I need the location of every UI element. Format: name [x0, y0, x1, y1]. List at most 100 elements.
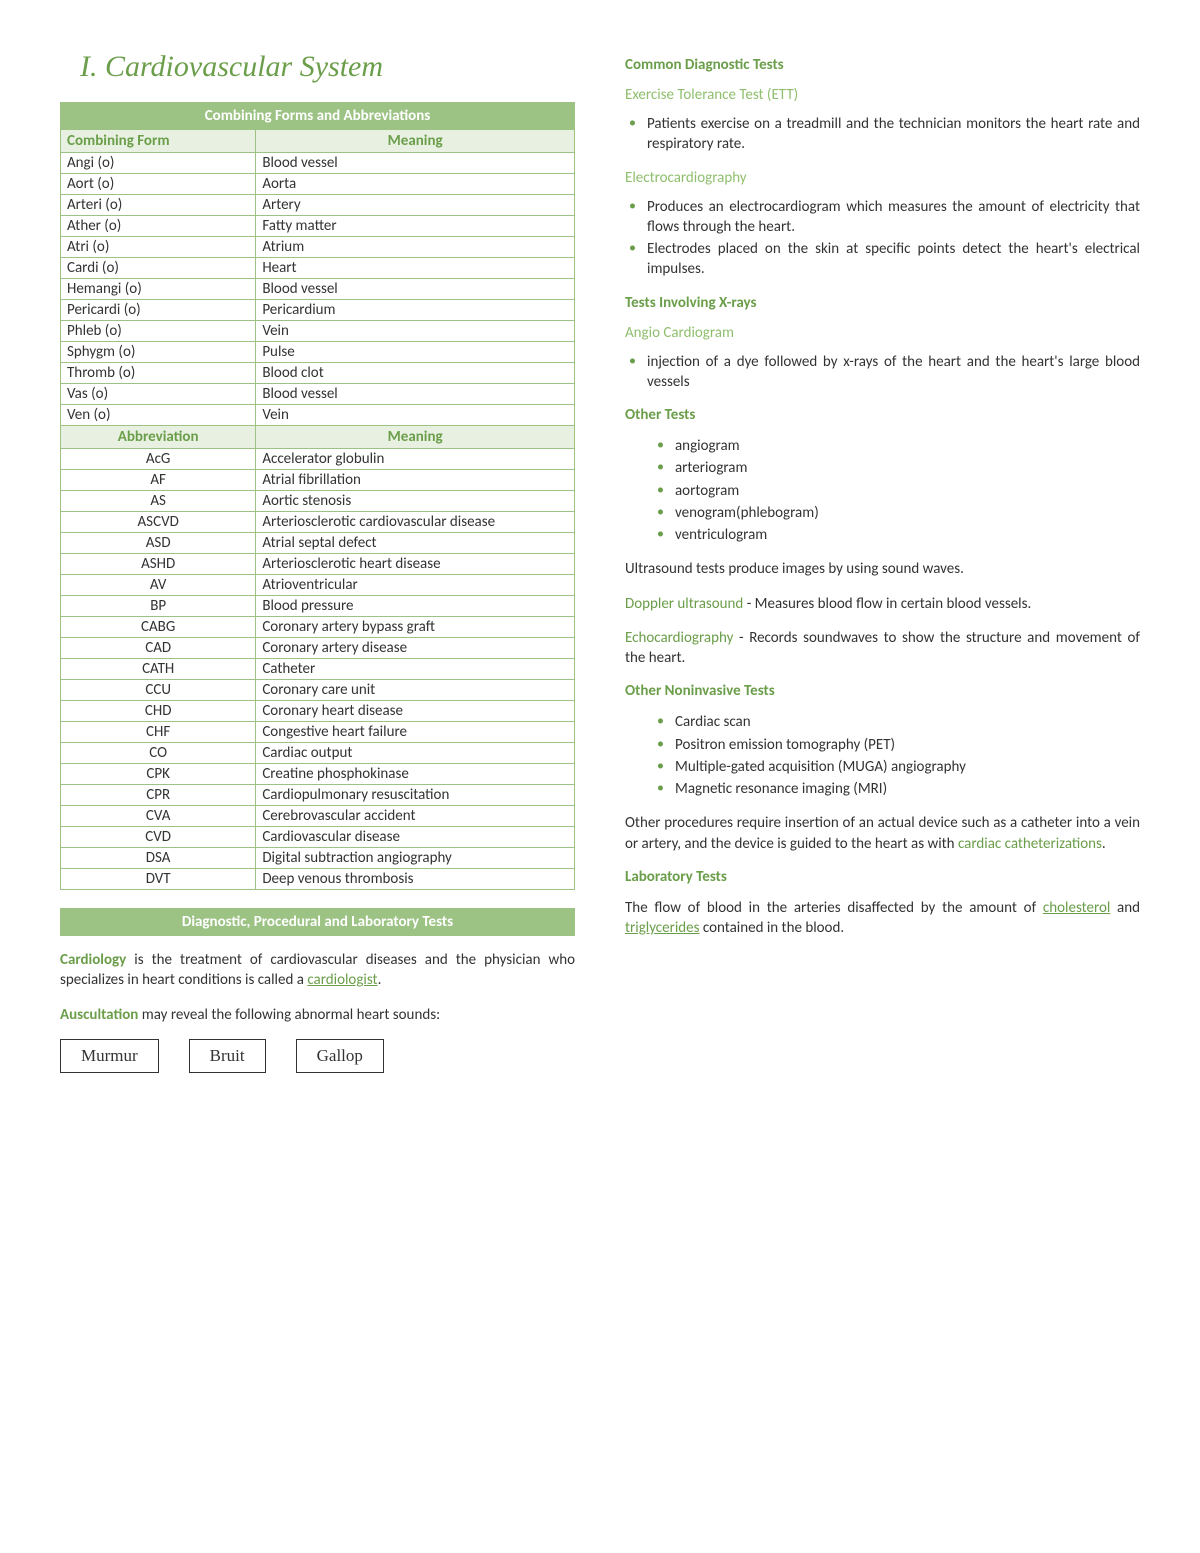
text: . [1102, 835, 1106, 853]
cell-form: Cardi (o) [61, 258, 256, 279]
cell-meaning: Vein [256, 321, 575, 342]
cell-abbr: AV [61, 575, 256, 596]
angio-list: injection of a dye followed by x-rays of… [625, 352, 1140, 393]
cell-meaning: Deep venous thrombosis [256, 869, 575, 890]
cell-form: Atri (o) [61, 237, 256, 258]
ultrasound-paragraph: Ultrasound tests produce images by using… [625, 559, 1140, 579]
table-row: DSADigital subtraction angiography [61, 848, 575, 869]
cell-abbr: CPR [61, 785, 256, 806]
cell-abbr: CHD [61, 701, 256, 722]
sound-box-murmur: Murmur [60, 1039, 159, 1073]
list-item: injection of a dye followed by x-rays of… [625, 352, 1140, 393]
cell-form: Ven (o) [61, 405, 256, 426]
heading-angio: Angio Cardiogram [625, 324, 1140, 342]
cell-meaning: Cardiovascular disease [256, 827, 575, 848]
table-row: AVAtrioventricular [61, 575, 575, 596]
heading-ett: Exercise Tolerance Test (ETT) [625, 86, 1140, 104]
cell-abbr: CVD [61, 827, 256, 848]
list-item: Positron emission tomography (PET) [653, 735, 1140, 755]
cell-meaning: Cardiopulmonary resuscitation [256, 785, 575, 806]
section-banner: Diagnostic, Procedural and Laboratory Te… [60, 908, 575, 936]
cell-abbr: AF [61, 470, 256, 491]
th-combining-form: Combining Form [61, 130, 256, 153]
table-row: Pericardi (o)Pericardium [61, 300, 575, 321]
table-header-1: Combining Form Meaning [61, 130, 575, 153]
cell-meaning: Blood vessel [256, 279, 575, 300]
cell-abbr: CO [61, 743, 256, 764]
th-meaning-2: Meaning [256, 426, 575, 449]
table-row: CVDCardiovascular disease [61, 827, 575, 848]
list-item: Produces an electrocardiogram which meas… [625, 197, 1140, 238]
table-banner: Combining Forms and Abbreviations [61, 103, 575, 130]
cell-form: Pericardi (o) [61, 300, 256, 321]
cell-abbr: BP [61, 596, 256, 617]
cell-meaning: Congestive heart failure [256, 722, 575, 743]
cell-meaning: Blood vessel [256, 384, 575, 405]
cell-form: Arteri (o) [61, 195, 256, 216]
th-meaning-1: Meaning [256, 130, 575, 153]
cell-meaning: Atrium [256, 237, 575, 258]
combining-table: Combining Forms and Abbreviations Combin… [60, 102, 575, 890]
cell-meaning: Digital subtraction angiography [256, 848, 575, 869]
cell-meaning: Catheter [256, 659, 575, 680]
cell-form: Vas (o) [61, 384, 256, 405]
table-row: Phleb (o)Vein [61, 321, 575, 342]
table-row: AFAtrial fibrillation [61, 470, 575, 491]
text: The flow of blood in the arteries disaff… [625, 899, 1043, 917]
cell-abbr: ASHD [61, 554, 256, 575]
term-cholesterol: cholesterol [1043, 899, 1110, 917]
heading-other-tests: Other Tests [625, 406, 1140, 424]
table-row: BPBlood pressure [61, 596, 575, 617]
cell-abbr: CATH [61, 659, 256, 680]
echo-paragraph: Echocardiography - Records soundwaves to… [625, 628, 1140, 669]
table-row: Angi (o)Blood vessel [61, 153, 575, 174]
cell-form: Ather (o) [61, 216, 256, 237]
table-row: Ven (o)Vein [61, 405, 575, 426]
cell-form: Phleb (o) [61, 321, 256, 342]
cell-form: Angi (o) [61, 153, 256, 174]
sound-box-gallop: Gallop [296, 1039, 384, 1073]
cell-abbr: CABG [61, 617, 256, 638]
auscultation-paragraph: Auscultation may reveal the following ab… [60, 1005, 575, 1025]
heading-noninvasive: Other Noninvasive Tests [625, 682, 1140, 700]
cell-abbr: CVA [61, 806, 256, 827]
cell-meaning: Creatine phosphokinase [256, 764, 575, 785]
heading-xray: Tests Involving X-rays [625, 294, 1140, 312]
cell-meaning: Cardiac output [256, 743, 575, 764]
table-row: Sphygm (o)Pulse [61, 342, 575, 363]
cell-meaning: Cerebrovascular accident [256, 806, 575, 827]
table-row: CADCoronary artery disease [61, 638, 575, 659]
cell-abbr: AcG [61, 449, 256, 470]
cell-abbr: CCU [61, 680, 256, 701]
table-row: COCardiac output [61, 743, 575, 764]
list-item: Electrodes placed on the skin at specifi… [625, 239, 1140, 280]
right-column: Common Diagnostic Tests Exercise Toleran… [625, 50, 1140, 1073]
table-row: CPKCreatine phosphokinase [61, 764, 575, 785]
cell-abbr: CAD [61, 638, 256, 659]
cell-meaning: Arteriosclerotic cardiovascular disease [256, 512, 575, 533]
table-row: Atri (o)Atrium [61, 237, 575, 258]
table-row: CATHCatheter [61, 659, 575, 680]
table-row: ASDAtrial septal defect [61, 533, 575, 554]
left-column: I. Cardiovascular System Combining Forms… [60, 50, 575, 1073]
sound-boxes: Murmur Bruit Gallop [60, 1039, 575, 1073]
list-item: ventriculogram [653, 525, 1140, 545]
cell-abbr: DVT [61, 869, 256, 890]
table-row: Aort (o)Aorta [61, 174, 575, 195]
cell-meaning: Blood pressure [256, 596, 575, 617]
list-item: Magnetic resonance imaging (MRI) [653, 779, 1140, 799]
table-row: Vas (o)Blood vessel [61, 384, 575, 405]
cell-meaning: Blood clot [256, 363, 575, 384]
table-row: CPRCardiopulmonary resuscitation [61, 785, 575, 806]
cell-meaning: Fatty matter [256, 216, 575, 237]
noninvasive-list: Cardiac scanPositron emission tomography… [625, 712, 1140, 799]
ecg-list: Produces an electrocardiogram which meas… [625, 197, 1140, 280]
ett-list: Patients exercise on a treadmill and the… [625, 114, 1140, 155]
cell-form: Hemangi (o) [61, 279, 256, 300]
cell-meaning: Accelerator globulin [256, 449, 575, 470]
cell-abbr: CPK [61, 764, 256, 785]
term-doppler: Doppler ultrasound [625, 595, 743, 613]
term-cath: cardiac catheterizations [958, 835, 1102, 853]
cell-meaning: Atrial septal defect [256, 533, 575, 554]
table-row: Thromb (o)Blood clot [61, 363, 575, 384]
